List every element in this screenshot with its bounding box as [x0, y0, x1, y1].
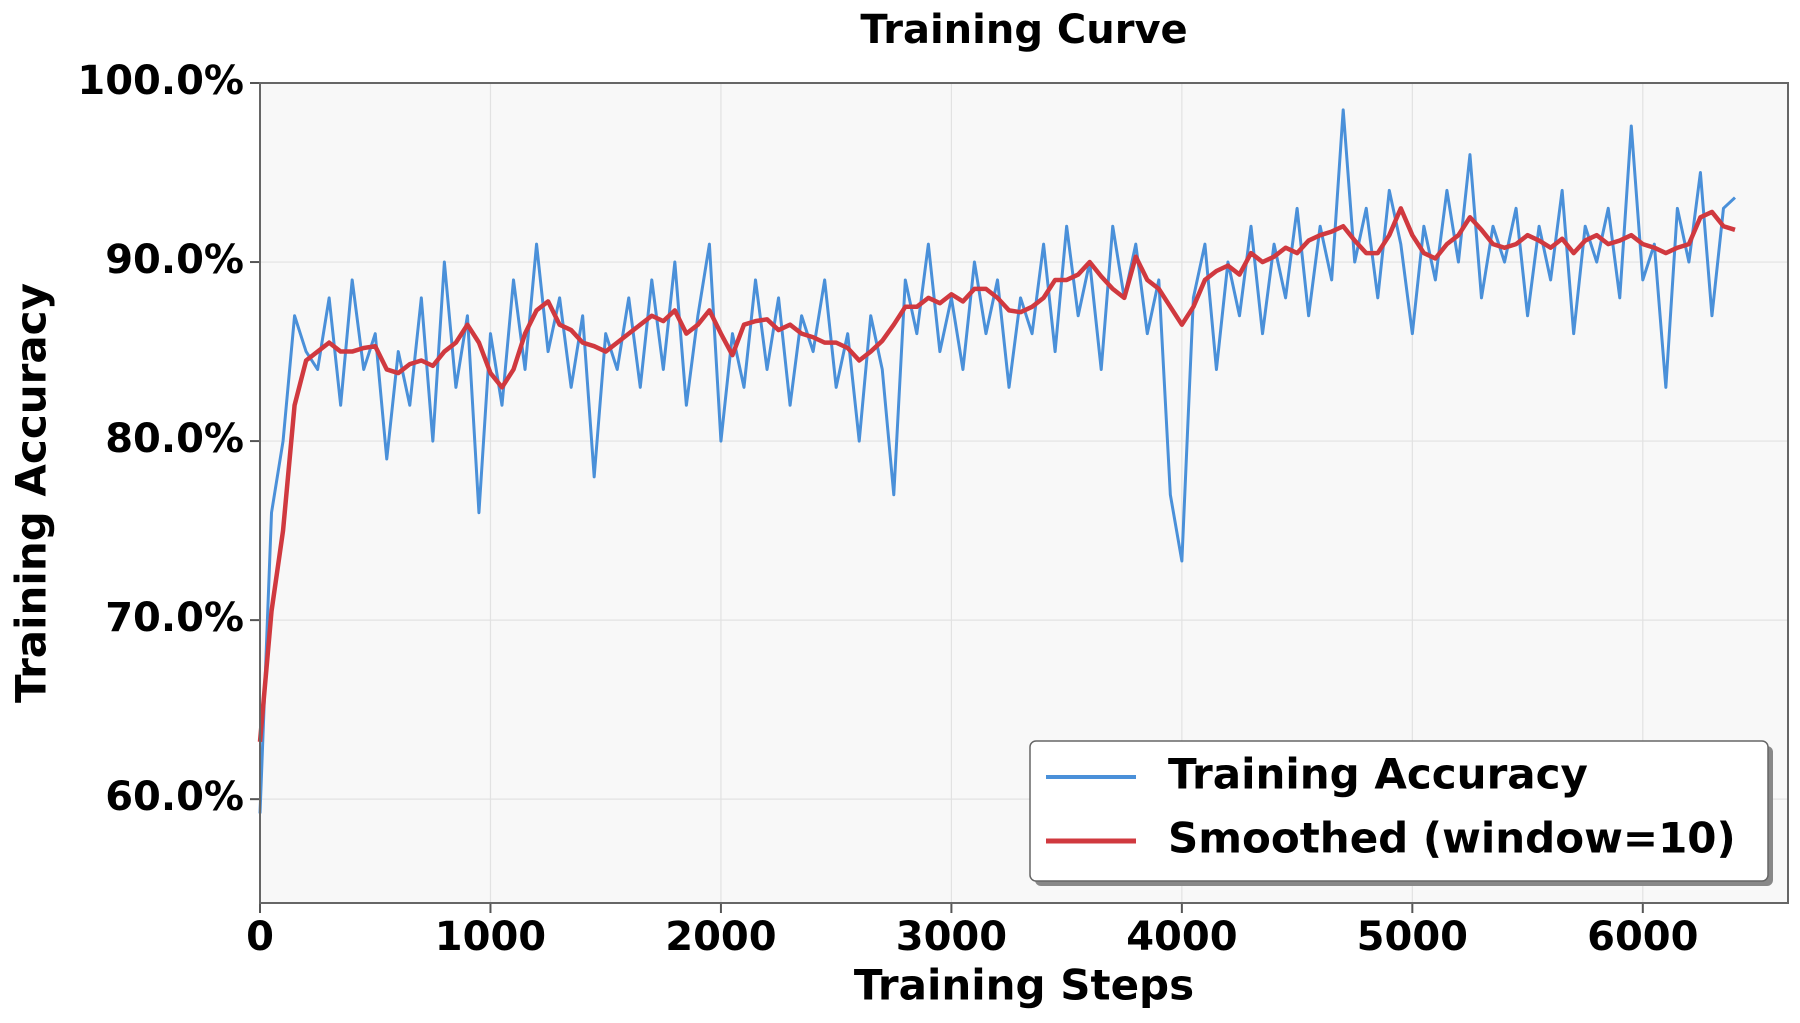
legend-label: Smoothed (window=10) — [1168, 814, 1736, 863]
y-tick-label: 80.0% — [105, 416, 244, 462]
plot-frame — [259, 82, 1789, 904]
x-tick-label: 1000 — [435, 914, 546, 960]
y-tick-label: 70.0% — [105, 595, 244, 641]
data-line — [258, 108, 1737, 814]
x-tick-label: 5000 — [1357, 914, 1468, 960]
y-axis-label: Training Accuracy — [7, 283, 56, 703]
legend-label: Training Accuracy — [1168, 750, 1588, 799]
legend-box — [1029, 740, 1769, 882]
x-tick-label: 6000 — [1587, 914, 1698, 960]
y-tick-label: 90.0% — [105, 237, 244, 283]
chart-title: Training Curve — [860, 7, 1187, 53]
x-tick-label: 3000 — [896, 914, 1007, 960]
x-tick-label: 0 — [246, 914, 274, 960]
data-line — [257, 206, 1736, 743]
y-tick-label: 100.0% — [77, 58, 244, 104]
x-axis-label: Training Steps — [854, 961, 1194, 1010]
x-tick-label: 2000 — [665, 914, 776, 960]
y-tick-label: 60.0% — [105, 774, 244, 820]
x-tick-label: 4000 — [1126, 914, 1237, 960]
